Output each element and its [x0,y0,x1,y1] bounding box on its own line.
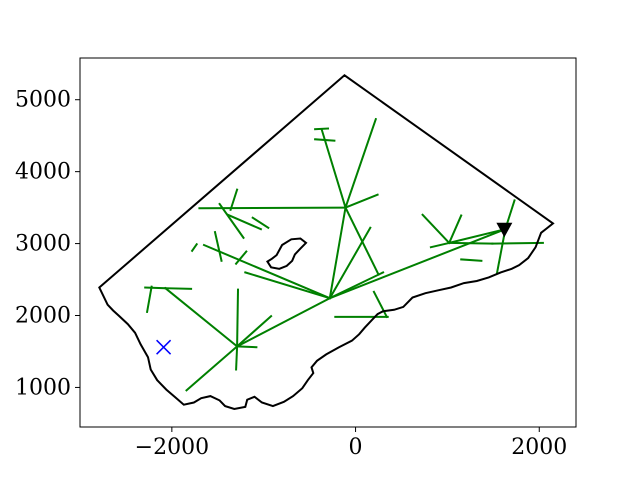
network-segment-2 [235,296,332,348]
cross-stroke-1 [156,339,172,355]
network-segment-17 [164,287,193,290]
network-segment-34 [314,127,330,131]
network-segment-40 [145,285,153,314]
network-segment-35 [190,242,199,253]
network-segment-6 [344,117,378,209]
network-segment-9 [202,243,332,300]
network-segment-31 [213,230,223,262]
y-axis: 1000 2000 3000 4000 5000 [15,88,80,400]
network-segment-24 [491,241,544,245]
triangle-marker [496,222,513,238]
network-segment-29 [226,213,263,231]
network-segment-13 [236,288,240,348]
network-segment-32 [234,250,248,266]
network-segment-36 [372,290,389,319]
network-segment-10 [328,226,372,300]
network-segment-16 [144,286,167,290]
network-segment-15 [235,345,239,371]
network-layer [144,117,544,392]
network-segment-22 [421,213,451,245]
boundary-outline [98,74,555,411]
network-segment-0 [163,286,239,348]
plot-area [79,57,577,428]
network-segment-23 [448,241,494,245]
y-tick-label-1: 2000 [15,304,71,329]
network-segment-14 [236,345,258,349]
network-segment-5 [320,127,347,209]
x-tick-label-1: 0 [349,435,363,460]
x-axis: −2000 0 2000 [135,427,567,460]
y-tick-label-4: 5000 [15,88,71,113]
network-segment-11 [244,271,332,300]
network-segment-39 [460,258,483,262]
network-segment-27 [218,202,245,240]
network-segment-4 [328,206,347,300]
network-segment-26 [447,214,463,245]
network-segment-19 [447,227,507,245]
cross-marker [156,339,172,355]
y-tick-label-2: 3000 [15,232,71,257]
network-segment-18 [235,314,273,348]
network-segment-8 [344,193,379,209]
y-tick-label-3: 4000 [15,160,71,185]
x-tick-label-0: −2000 [135,435,209,460]
axes-frame [79,57,577,428]
y-tick-label-0: 1000 [15,375,71,400]
network-segment-25 [429,241,451,249]
x-tick-label-2: 2000 [511,435,567,460]
network-segment-30 [251,216,270,230]
network-segment-12 [344,206,380,276]
network-segment-1 [185,344,239,392]
network-segment-20 [495,228,507,275]
network-segment-33 [314,138,336,142]
network-segment-38 [328,271,385,300]
network-segment-28 [229,188,239,212]
hole-outline [266,237,308,270]
network-segment-3 [328,227,507,300]
